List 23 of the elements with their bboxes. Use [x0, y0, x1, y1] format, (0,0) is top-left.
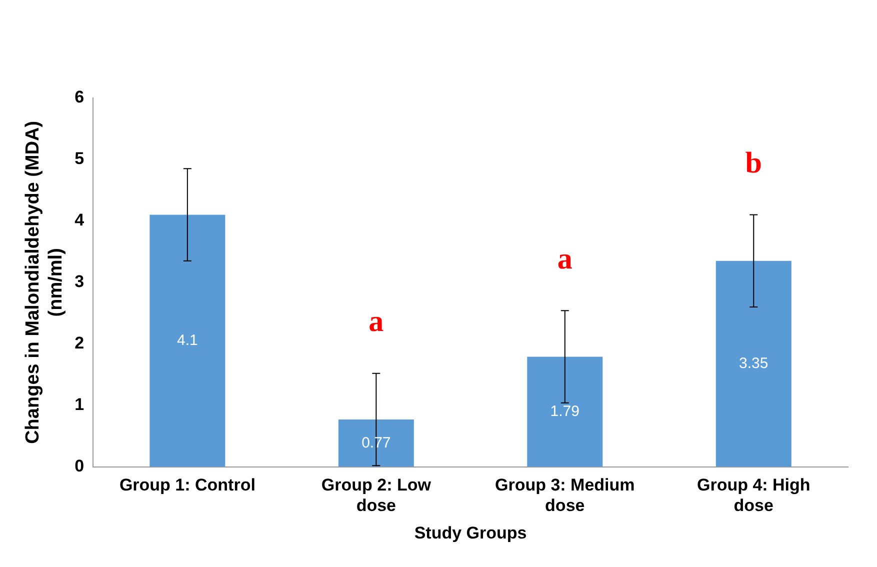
bar	[716, 260, 792, 467]
annotation: a	[368, 305, 384, 338]
annotation: b	[745, 146, 762, 180]
y-tick-label: 4	[74, 210, 85, 230]
y-tick-label: 1	[74, 395, 84, 414]
data-label: 3.35	[739, 354, 768, 372]
y-axis-title: Changes in Malondialdehyde (MDA) (nm/ml)	[22, 120, 66, 444]
x-axis-title: Study Groups	[414, 523, 527, 542]
bar	[527, 356, 603, 467]
bar	[150, 214, 226, 467]
bar	[338, 419, 414, 467]
data-label: 4.1	[176, 332, 198, 349]
annotation: a	[557, 242, 572, 276]
y-tick-label: 3	[74, 272, 84, 292]
x-tick-label: Group 1: Control	[119, 476, 256, 495]
y-tick-label: 2	[74, 334, 84, 353]
x-tick-label: Group 3: Medium dose	[495, 476, 635, 516]
y-tick-label: 5	[74, 149, 84, 168]
x-tick-label: Group 2: Low dose	[321, 476, 432, 516]
data-label: 1.79	[550, 402, 580, 420]
y-tick-label: 0	[74, 456, 84, 476]
x-tick-label: Group 4: High dose	[696, 476, 810, 516]
y-tick-label: 6	[74, 88, 84, 107]
